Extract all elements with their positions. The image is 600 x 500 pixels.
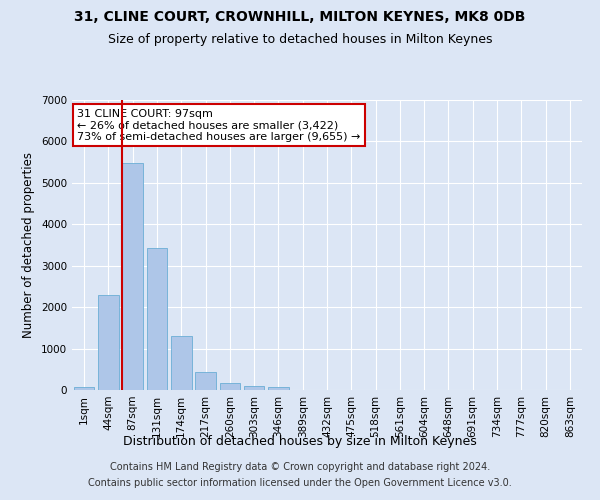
Text: 31 CLINE COURT: 97sqm
← 26% of detached houses are smaller (3,422)
73% of semi-d: 31 CLINE COURT: 97sqm ← 26% of detached … xyxy=(77,108,361,142)
Text: Contains HM Land Registry data © Crown copyright and database right 2024.: Contains HM Land Registry data © Crown c… xyxy=(110,462,490,472)
Text: Contains public sector information licensed under the Open Government Licence v3: Contains public sector information licen… xyxy=(88,478,512,488)
Bar xyxy=(74,386,94,390)
Bar xyxy=(244,386,265,390)
Text: Size of property relative to detached houses in Milton Keynes: Size of property relative to detached ho… xyxy=(108,32,492,46)
Text: 31, CLINE COURT, CROWNHILL, MILTON KEYNES, MK8 0DB: 31, CLINE COURT, CROWNHILL, MILTON KEYNE… xyxy=(74,10,526,24)
Text: Distribution of detached houses by size in Milton Keynes: Distribution of detached houses by size … xyxy=(123,435,477,448)
Bar xyxy=(146,248,167,390)
Bar xyxy=(171,336,191,390)
Bar xyxy=(98,295,119,390)
Bar xyxy=(122,162,143,390)
Bar xyxy=(195,372,216,390)
Bar xyxy=(220,383,240,390)
Y-axis label: Number of detached properties: Number of detached properties xyxy=(22,152,35,338)
Bar xyxy=(268,388,289,390)
